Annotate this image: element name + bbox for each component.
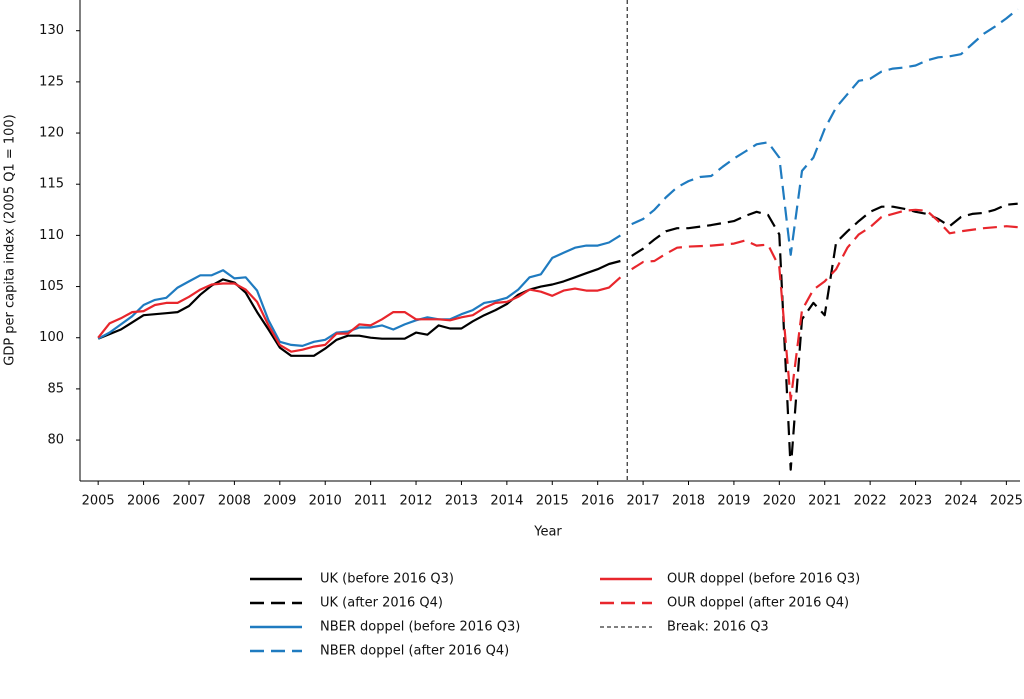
x-tick-label: 2009 (263, 494, 296, 509)
series-line (97, 276, 622, 353)
x-tick-label: 2018 (672, 494, 705, 509)
legend-label: UK (before 2016 Q3) (320, 572, 454, 587)
series-line (631, 208, 1018, 402)
x-tick-label: 2022 (854, 494, 887, 509)
x-axis-title: Year (533, 525, 562, 540)
y-tick-label: 130 (39, 23, 64, 38)
legend-label: UK (after 2016 Q4) (320, 596, 443, 611)
x-tick-label: 2021 (808, 494, 841, 509)
x-tick-label: 2012 (399, 494, 432, 509)
x-tick-label: 2010 (309, 494, 342, 509)
y-tick-label: 120 (39, 126, 64, 141)
y-tick-label: 125 (39, 74, 64, 89)
x-tick-label: 2019 (717, 494, 750, 509)
x-tick-label: 2006 (127, 494, 160, 509)
y-tick-label: 115 (39, 177, 64, 192)
x-tick-label: 2013 (445, 494, 478, 509)
x-tick-label: 2005 (82, 494, 115, 509)
legend-label: Break: 2016 Q3 (667, 620, 769, 635)
x-tick-label: 2008 (218, 494, 251, 509)
legend-label: NBER doppel (before 2016 Q3) (320, 620, 520, 635)
x-tick-label: 2007 (172, 494, 205, 509)
legend-label: OUR doppel (before 2016 Q3) (667, 572, 860, 587)
x-tick-label: 2016 (581, 494, 614, 509)
series-line (97, 234, 621, 347)
x-tick-label: 2024 (944, 494, 977, 509)
series-line (631, 8, 1019, 256)
y-tick-label: 100 (39, 330, 64, 345)
series-line (97, 259, 621, 357)
legend-label: OUR doppel (after 2016 Q4) (667, 596, 849, 611)
y-axis-title: GDP per capita index (2005 Q1 = 100) (3, 114, 18, 366)
x-tick-label: 2014 (490, 494, 523, 509)
y-tick-label: 80 (47, 433, 64, 448)
legend-label: NBER doppel (after 2016 Q4) (320, 644, 509, 659)
series-line (631, 202, 1018, 471)
y-tick-label: 85 (47, 381, 64, 396)
x-tick-label: 2020 (763, 494, 796, 509)
x-tick-label: 2015 (536, 494, 569, 509)
x-tick-label: 2017 (627, 494, 660, 509)
x-tick-label: 2011 (354, 494, 387, 509)
x-tick-label: 2025 (990, 494, 1023, 509)
y-tick-label: 110 (39, 228, 64, 243)
y-tick-label: 105 (39, 279, 64, 294)
x-tick-label: 2023 (899, 494, 932, 509)
